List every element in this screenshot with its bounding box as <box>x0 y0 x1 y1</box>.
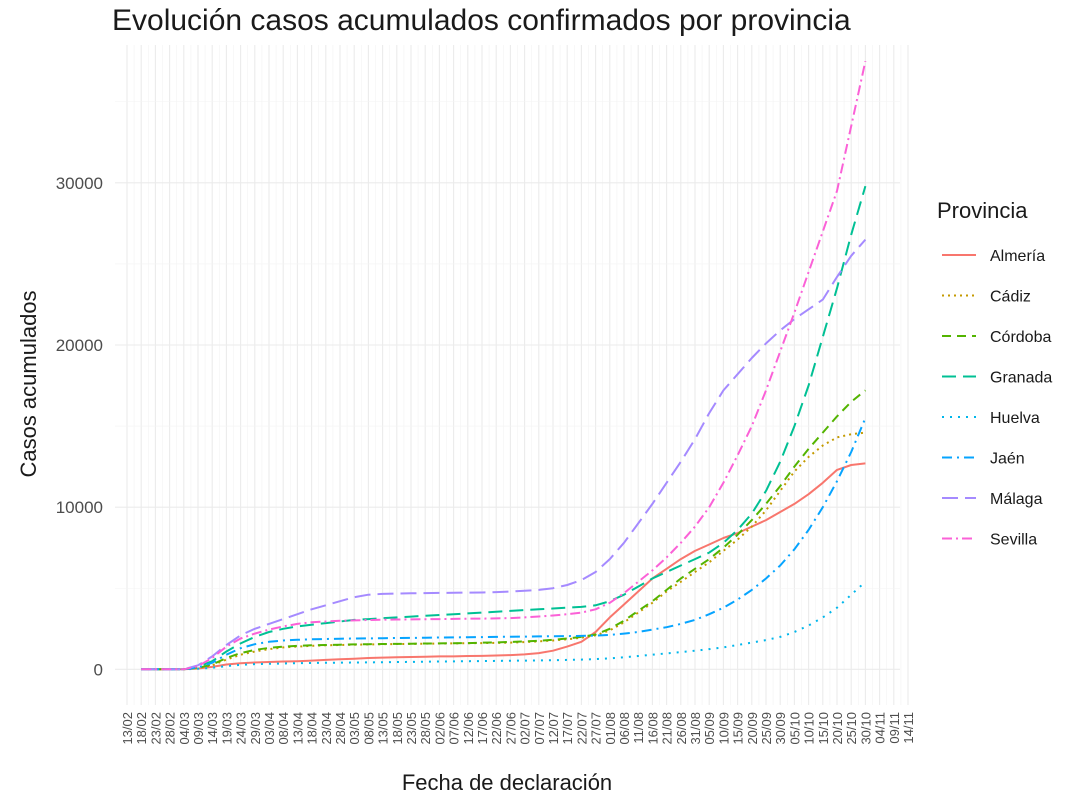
x-tick-label: 27/06 <box>503 712 518 745</box>
series-line-málaga <box>141 238 867 671</box>
x-tick-label: 14/03 <box>205 712 220 745</box>
x-tick-label: 28/04 <box>333 712 348 745</box>
x-tick-label: 12/06 <box>461 712 476 745</box>
series-line-huelva <box>141 581 867 671</box>
x-tick-label: 30/09 <box>773 712 788 745</box>
legend-title: Provincia <box>937 198 1028 223</box>
x-tick-label: 02/07 <box>518 712 533 745</box>
x-tick-label: 25/10 <box>844 712 859 745</box>
x-tick-label: 01/08 <box>603 712 618 745</box>
x-tick-label: 17/07 <box>560 712 575 745</box>
x-tick-label: 25/09 <box>759 712 774 745</box>
x-tick-label: 02/06 <box>432 712 447 745</box>
x-tick-label: 22/07 <box>574 712 589 745</box>
x-tick-label: 04/11 <box>873 712 888 744</box>
legend-label: Granada <box>990 370 1052 387</box>
series-line-sevilla <box>141 60 867 671</box>
x-tick-label: 30/10 <box>858 712 873 745</box>
x-tick-label: 03/04 <box>262 712 277 745</box>
x-tick-label: 07/07 <box>532 712 547 745</box>
x-tick-label: 23/02 <box>148 712 163 745</box>
series-line-córdoba <box>141 389 867 671</box>
x-tick-label: 23/05 <box>404 712 419 745</box>
x-tick-label: 08/05 <box>361 712 376 745</box>
x-tick-label: 09/03 <box>191 712 206 745</box>
y-tick-label: 20000 <box>56 336 103 355</box>
x-axis-title: Fecha de declaración <box>402 770 612 795</box>
x-tick-label: 28/02 <box>163 712 178 745</box>
x-tick-label: 18/04 <box>305 712 320 745</box>
chart-title: Evolución casos acumulados confirmados p… <box>112 4 851 37</box>
x-tick-label: 18/02 <box>134 712 149 745</box>
legend-label: Córdoba <box>990 329 1051 346</box>
legend-label: Jaén <box>990 451 1025 468</box>
x-tick-label: 17/06 <box>475 712 490 745</box>
legend-label: Huelva <box>990 410 1040 427</box>
x-tick-label: 20/10 <box>830 712 845 745</box>
y-axis-ticks: 0 10000 20000 30000 <box>56 174 103 679</box>
x-tick-label: 13/05 <box>376 712 391 745</box>
x-tick-label: 21/08 <box>660 712 675 745</box>
x-tick-label: 09/11 <box>887 712 902 744</box>
x-tick-label: 12/07 <box>546 712 561 745</box>
x-tick-label: 05/10 <box>787 712 802 745</box>
x-tick-label: 13/02 <box>120 712 135 745</box>
series-line-jaén <box>141 417 867 671</box>
series-lines <box>141 60 867 671</box>
x-tick-label: 20/09 <box>745 712 760 745</box>
x-tick-label: 13/04 <box>290 712 305 745</box>
legend: Provincia Almería Cádiz Córdoba Granada Huel… <box>937 198 1052 549</box>
x-tick-label: 05/09 <box>702 712 717 745</box>
x-axis-ticks: 13/02 18/02 23/02 28/02 04/03 09/03 14/03 19/03… <box>120 712 916 745</box>
y-tick-label: 0 <box>94 660 103 679</box>
x-tick-label: 15/10 <box>816 712 831 745</box>
x-tick-label: 11/08 <box>631 712 646 744</box>
x-tick-label: 18/05 <box>390 712 405 745</box>
x-tick-label: 28/05 <box>418 712 433 745</box>
x-tick-label: 23/04 <box>319 712 334 745</box>
legend-label: Almería <box>990 248 1045 265</box>
x-tick-label: 10/10 <box>802 712 817 745</box>
y-tick-label: 30000 <box>56 174 103 193</box>
y-axis-title: Casos acumulados <box>16 290 41 477</box>
x-tick-label: 14/11 <box>901 712 916 744</box>
legend-label: Cádiz <box>990 289 1031 306</box>
y-tick-label: 10000 <box>56 498 103 517</box>
x-tick-label: 16/08 <box>645 712 660 745</box>
x-tick-label: 27/07 <box>589 712 604 745</box>
series-line-granada <box>141 185 867 671</box>
x-tick-label: 29/03 <box>248 712 263 745</box>
x-tick-label: 24/03 <box>234 712 249 745</box>
x-tick-label: 06/08 <box>617 712 632 745</box>
series-line-almería <box>141 462 866 671</box>
x-tick-label: 03/05 <box>347 712 362 745</box>
x-tick-label: 04/03 <box>177 712 192 745</box>
grid <box>115 45 909 705</box>
x-tick-label: 31/08 <box>688 712 703 745</box>
x-tick-label: 19/03 <box>219 712 234 745</box>
legend-label: Málaga <box>990 491 1043 508</box>
x-tick-label: 22/06 <box>489 712 504 745</box>
x-tick-label: 26/08 <box>674 712 689 745</box>
x-tick-label: 10/09 <box>716 712 731 745</box>
legend-label: Sevilla <box>990 532 1037 549</box>
x-tick-label: 08/04 <box>276 712 291 745</box>
x-tick-label: 15/09 <box>731 712 746 745</box>
x-tick-label: 07/06 <box>447 712 462 745</box>
